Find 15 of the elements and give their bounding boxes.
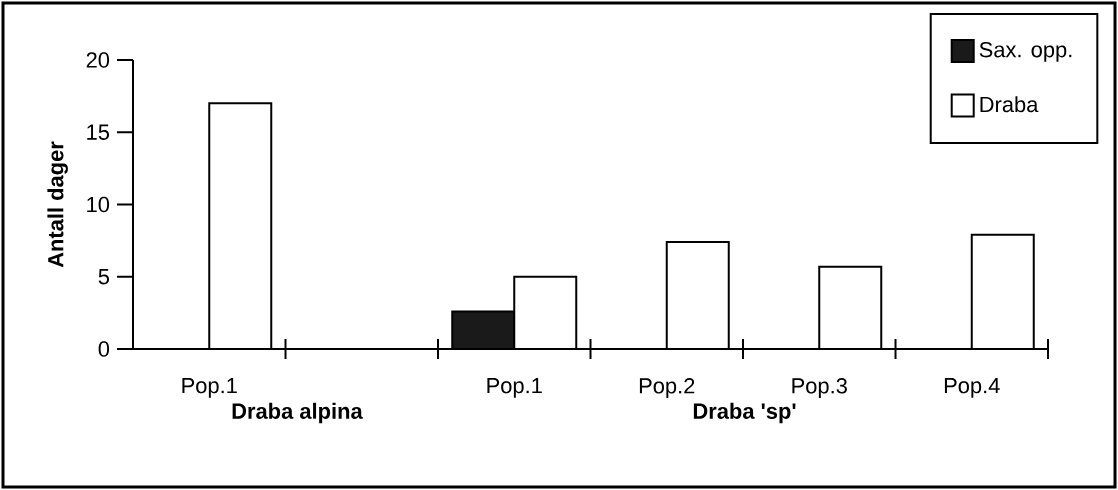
x-tick-label: Pop.4 — [944, 378, 1000, 398]
legend-label: Draba — [980, 96, 1039, 113]
y-tick-label: 10 — [87, 196, 110, 213]
x-tick-label: Pop.3 — [792, 378, 847, 398]
y-tick-label: 20 — [86, 52, 110, 68]
y-tick-label: 15 — [87, 124, 110, 140]
y-tick-label: 0 — [98, 341, 110, 357]
text: Draba alpina — [232, 402, 363, 424]
x-tick-label: Pop.1 — [487, 378, 542, 398]
text: Draba 'sp' — [693, 402, 796, 424]
y-axis-title: Antall dager — [47, 141, 68, 268]
legend-label: Sax. opp. — [979, 41, 1072, 62]
y-tick-label: 5 — [98, 269, 110, 285]
x-tick-label: Pop.2 — [639, 378, 695, 398]
x-tick-label: Pop.1 — [182, 378, 237, 398]
